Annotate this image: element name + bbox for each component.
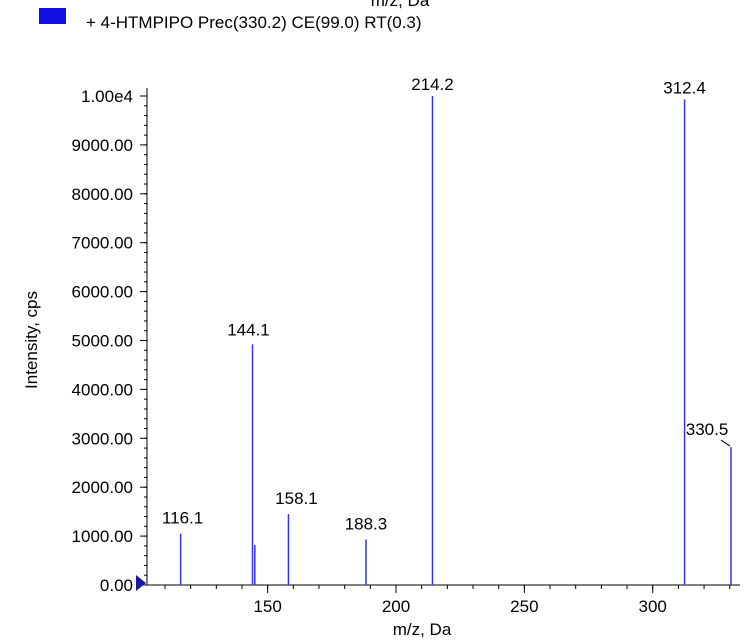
peak-label: 158.1 [275,489,318,508]
x-tick-label: 200 [382,597,410,616]
y-tick-label: 8000.00 [72,185,133,204]
y-tick-label: 5000.00 [72,332,133,351]
peak-label: 116.1 [162,509,203,528]
x-tick-label: 300 [639,597,667,616]
y-ticks: 0.00 1000.00 2000.00 3000.00 4000.00 5000.00 6… [72,87,147,595]
peak-leader-line [720,439,731,447]
x-tick-label: 150 [253,597,281,616]
legend-swatch [39,8,66,24]
y-tick-label: 2000.00 [72,478,133,497]
y-tick-label: 3000.00 [72,429,133,448]
y-tick-label: 9000.00 [72,136,133,155]
y-tick-label: 1000.00 [72,527,133,546]
peak-label: 330.5 [686,420,729,439]
y-axis-label: Intensity, cps [22,291,41,389]
x-ticks: 150 200 250 300 [164,585,731,616]
peak-label: 214.2 [411,75,454,94]
peak-label: 312.4 [663,78,706,97]
x-axis-label: m/z, Da [393,620,452,639]
peak-label: 144.1 [227,320,270,339]
baseline-marker-icon [136,575,146,591]
clipped-axis-title: m/z, Da [371,0,430,10]
peak-label: 188.3 [345,515,388,534]
y-tick-label: 0.00 [100,576,133,595]
y-tick-label: 7000.00 [72,234,133,253]
y-tick-label: 4000.00 [72,380,133,399]
legend-label: + 4-HTMPIPO Prec(330.2) CE(99.0) RT(0.3) [86,13,422,32]
x-tick-label: 250 [510,597,538,616]
y-tick-label: 6000.00 [72,283,133,302]
y-tick-label: 1.00e4 [81,87,133,106]
peaks: 116.1 144.1 158.1 188.3 214.2 312.4 330.5 [162,75,732,585]
